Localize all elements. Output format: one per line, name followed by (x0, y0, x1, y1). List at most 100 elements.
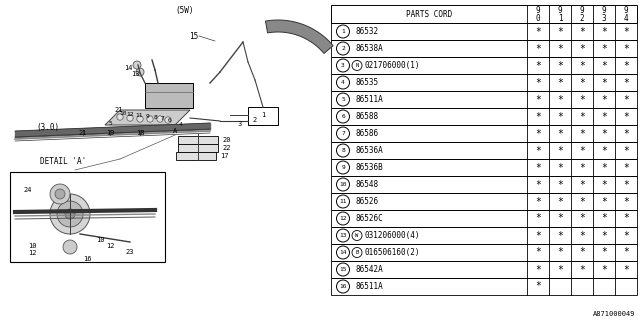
Text: 9: 9 (341, 165, 345, 170)
Text: *: * (535, 146, 541, 156)
Text: 13: 13 (339, 233, 347, 238)
Text: *: * (557, 94, 563, 105)
Circle shape (55, 189, 65, 199)
Text: 13: 13 (131, 71, 140, 77)
Text: 1: 1 (557, 14, 563, 23)
Text: 3: 3 (238, 121, 242, 127)
Circle shape (50, 184, 70, 204)
Text: 016506160(2): 016506160(2) (364, 248, 419, 257)
Bar (331, 125, 637, 142)
Polygon shape (105, 110, 190, 125)
Text: *: * (623, 77, 629, 87)
Text: 86586: 86586 (355, 129, 378, 138)
Text: *: * (535, 282, 541, 292)
Text: *: * (557, 265, 563, 275)
Text: 18: 18 (136, 130, 144, 136)
Text: *: * (601, 111, 607, 122)
Text: *: * (623, 27, 629, 36)
Text: *: * (601, 247, 607, 258)
Bar (331, 40, 637, 57)
Text: 10: 10 (96, 237, 104, 243)
Text: *: * (535, 196, 541, 206)
Text: *: * (601, 163, 607, 172)
Text: 86538A: 86538A (355, 44, 383, 53)
Text: 7: 7 (160, 116, 164, 121)
Text: 1: 1 (341, 29, 345, 34)
Text: 3: 3 (341, 63, 345, 68)
Bar (178, 144, 218, 152)
Bar (10, 172, 165, 262)
Text: *: * (535, 230, 541, 241)
Text: 11: 11 (135, 113, 143, 117)
Text: *: * (579, 230, 585, 241)
Text: 15: 15 (339, 267, 347, 272)
Text: *: * (535, 180, 541, 189)
Text: B: B (355, 250, 358, 255)
Text: *: * (535, 265, 541, 275)
Text: *: * (579, 44, 585, 53)
Text: *: * (623, 129, 629, 139)
Bar (331, 261, 637, 278)
Text: *: * (557, 196, 563, 206)
Text: 11: 11 (339, 199, 347, 204)
Circle shape (50, 194, 90, 234)
Text: 8: 8 (153, 115, 157, 119)
Text: *: * (557, 213, 563, 223)
Text: 031206000(4): 031206000(4) (364, 231, 419, 240)
Text: *: * (601, 213, 607, 223)
Text: 21: 21 (115, 107, 124, 113)
Circle shape (165, 117, 172, 123)
Text: 86588: 86588 (355, 112, 378, 121)
Text: 86542A: 86542A (355, 265, 383, 274)
Text: 21: 21 (79, 130, 87, 136)
Text: N: N (355, 63, 358, 68)
Text: 20: 20 (222, 137, 230, 143)
Text: A871000049: A871000049 (593, 311, 635, 317)
Text: 15: 15 (189, 31, 198, 41)
Text: *: * (579, 146, 585, 156)
Text: 9: 9 (602, 6, 606, 15)
Text: *: * (623, 196, 629, 206)
Text: *: * (623, 265, 629, 275)
Text: *: * (579, 180, 585, 189)
Bar (331, 142, 637, 159)
Text: 86511A: 86511A (355, 282, 383, 291)
Text: (3.0): (3.0) (36, 123, 60, 132)
Bar (176, 152, 216, 160)
Text: *: * (623, 230, 629, 241)
Text: *: * (535, 213, 541, 223)
Text: 86526: 86526 (355, 197, 378, 206)
Text: *: * (579, 111, 585, 122)
Text: *: * (579, 163, 585, 172)
Text: *: * (601, 180, 607, 189)
Bar (331, 227, 637, 244)
Text: 24: 24 (24, 187, 32, 193)
Text: 23: 23 (125, 249, 134, 255)
Bar (145, 83, 193, 108)
Circle shape (147, 116, 153, 122)
Text: DETAIL 'A': DETAIL 'A' (40, 156, 86, 165)
Text: *: * (579, 213, 585, 223)
Bar (331, 244, 637, 261)
Text: 6: 6 (167, 117, 171, 123)
Text: *: * (579, 129, 585, 139)
Bar (331, 108, 637, 125)
Bar (331, 5, 637, 23)
Text: *: * (623, 146, 629, 156)
Text: *: * (601, 146, 607, 156)
Text: 22: 22 (222, 145, 230, 151)
Text: *: * (557, 27, 563, 36)
Text: 86536B: 86536B (355, 163, 383, 172)
Bar (331, 23, 637, 40)
Text: 7: 7 (341, 131, 345, 136)
Text: *: * (601, 60, 607, 70)
Text: 6: 6 (341, 114, 345, 119)
Text: *: * (557, 60, 563, 70)
Text: *: * (623, 60, 629, 70)
Text: 86548: 86548 (355, 180, 378, 189)
Text: 86532: 86532 (355, 27, 378, 36)
Text: *: * (535, 94, 541, 105)
Text: PARTS CORD: PARTS CORD (406, 10, 452, 19)
Circle shape (136, 68, 144, 76)
Text: *: * (557, 230, 563, 241)
